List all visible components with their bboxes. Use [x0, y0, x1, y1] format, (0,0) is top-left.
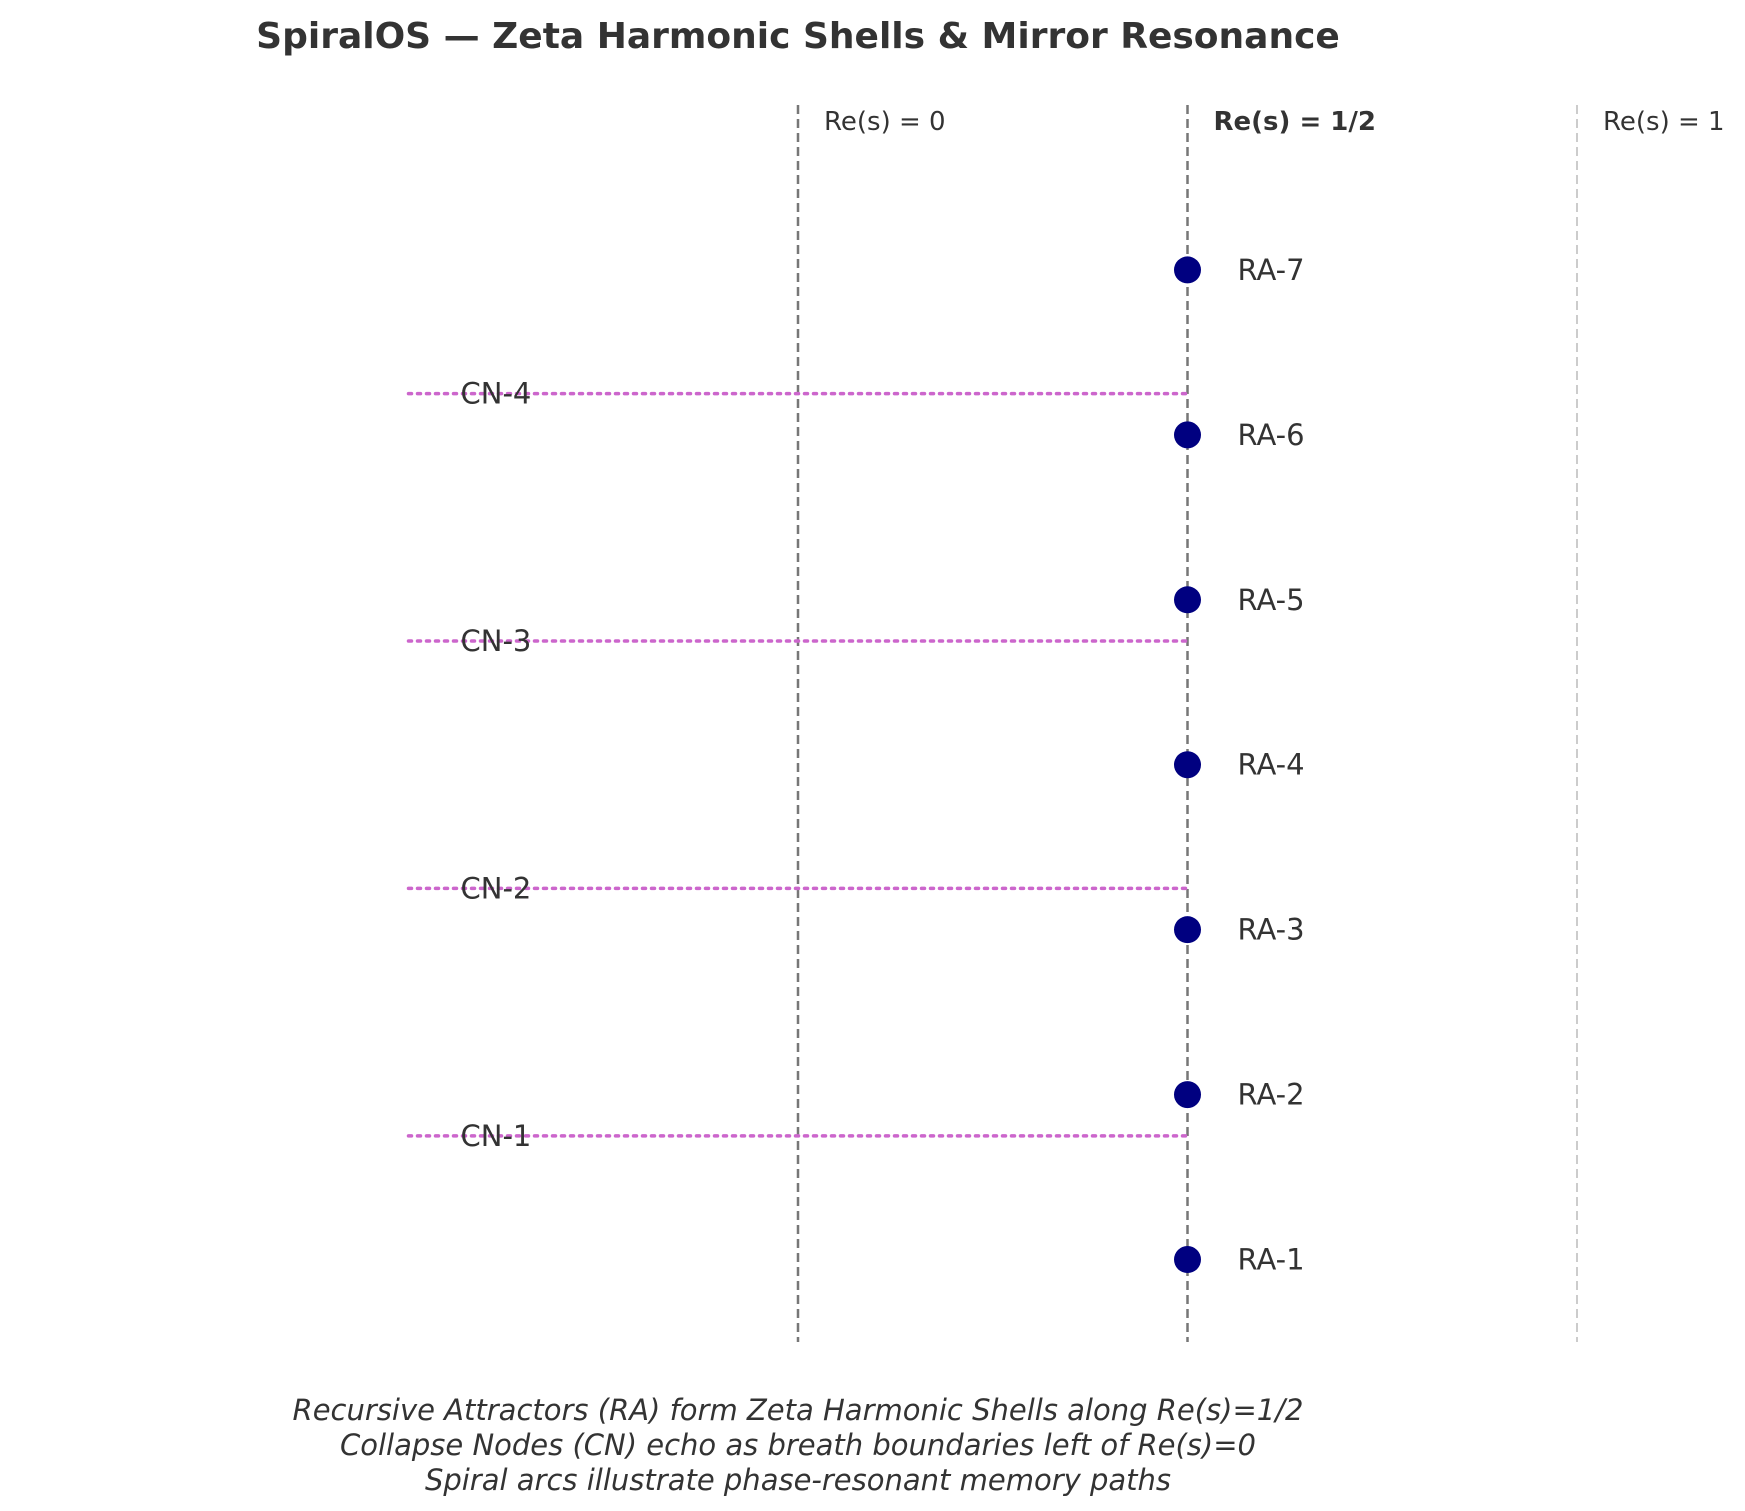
attractor-point-2 — [1174, 1081, 1201, 1109]
collapse-node-label-4: CN-4 — [461, 377, 532, 411]
attractor-label-5: RA-5 — [1238, 583, 1305, 617]
attractor-point-6 — [1174, 421, 1201, 449]
attractor-label-4: RA-4 — [1238, 748, 1305, 782]
caption-line-1: Recursive Attractors (RA) form Zeta Harm… — [293, 1393, 1304, 1427]
vertical-line-label-2: Re(s) = 1 — [1603, 107, 1725, 137]
caption-line-2: Collapse Nodes (CN) echo as breath bound… — [340, 1428, 1256, 1462]
collapse-node-label-3: CN-3 — [461, 624, 532, 658]
attractor-label-2: RA-2 — [1238, 1078, 1305, 1112]
caption-line-3: Spiral arcs illustrate phase-resonant me… — [425, 1463, 1171, 1497]
vertical-line-label-1: Re(s) = 1/2 — [1214, 107, 1376, 137]
collapse-node-lines: CN-1 CN-2 CN-3 CN-4 — [406, 377, 1190, 1153]
caption: Recursive Attractors (RA) form Zeta Harm… — [293, 1393, 1304, 1497]
attractor-label-6: RA-6 — [1238, 418, 1305, 452]
attractor-point-1 — [1174, 1246, 1201, 1274]
attractor-label-7: RA-7 — [1238, 253, 1305, 287]
chart-title: SpiralOS — Zeta Harmonic Shells & Mirror… — [256, 16, 1340, 57]
vertical-reference-lines: Re(s) = 0 Re(s) = 1/2 Re(s) = 1 — [796, 105, 1725, 1342]
attractor-label-1: RA-1 — [1238, 1243, 1305, 1277]
attractor-point-5 — [1174, 586, 1201, 614]
collapse-node-label-1: CN-1 — [461, 1119, 532, 1153]
vertical-line-label-0: Re(s) = 0 — [824, 107, 946, 137]
attractor-label-3: RA-3 — [1238, 913, 1305, 947]
attractor-point-7 — [1174, 256, 1201, 284]
collapse-node-label-2: CN-2 — [461, 871, 532, 905]
attractor-point-4 — [1174, 751, 1201, 779]
recursive-attractor-points: RA-1 RA-2 RA-3 RA-4 RA-5 RA-6 RA-7 — [1174, 253, 1305, 1277]
attractor-point-3 — [1174, 916, 1201, 944]
